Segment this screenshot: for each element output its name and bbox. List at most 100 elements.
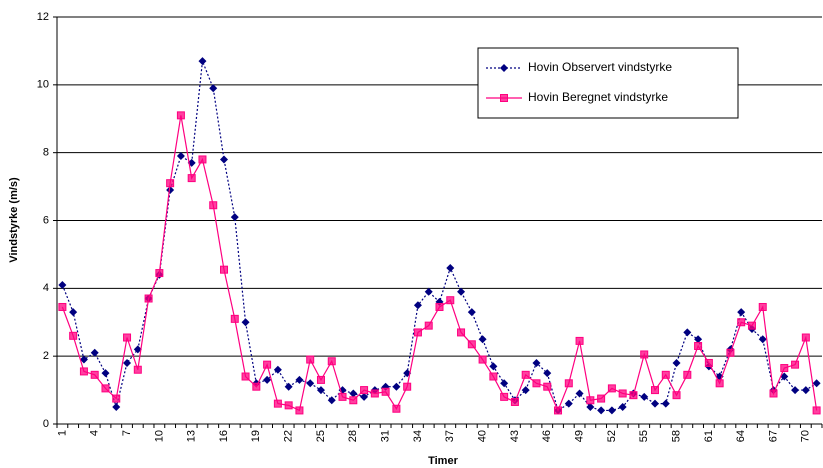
marker: [672, 358, 681, 367]
x-tick-label: 43: [509, 430, 521, 442]
marker: [306, 379, 315, 388]
x-tick-label: 40: [477, 430, 489, 442]
marker: [650, 399, 659, 408]
legend-box: [477, 47, 739, 119]
marker: [176, 152, 185, 161]
x-tick-label: 25: [315, 430, 327, 442]
marker: [694, 341, 703, 350]
marker: [209, 201, 218, 210]
marker: [543, 369, 552, 378]
marker: [737, 308, 746, 317]
marker: [112, 403, 121, 412]
marker: [500, 94, 508, 102]
marker: [801, 386, 810, 395]
marker: [360, 386, 369, 395]
marker: [198, 155, 207, 164]
y-tick-label: 6: [43, 214, 49, 226]
marker: [263, 375, 272, 384]
marker: [349, 389, 358, 398]
marker: [413, 328, 422, 337]
series: [58, 111, 821, 415]
x-tick-label: 70: [800, 430, 812, 442]
marker: [209, 84, 218, 93]
marker: [273, 399, 282, 408]
x-tick-label: 7: [121, 430, 133, 436]
y-tick-label: 0: [43, 418, 49, 430]
marker: [791, 386, 800, 395]
marker: [812, 379, 821, 388]
marker: [467, 340, 476, 349]
marker: [758, 302, 767, 311]
marker: [640, 392, 649, 401]
marker: [58, 302, 67, 311]
x-tick-label: 4: [89, 430, 101, 436]
marker: [812, 406, 821, 415]
marker: [241, 372, 250, 381]
marker: [403, 382, 412, 391]
marker: [532, 358, 541, 367]
marker: [166, 179, 175, 188]
marker: [661, 370, 670, 379]
marker: [338, 392, 347, 401]
marker: [166, 185, 175, 194]
x-tick-label: 1: [56, 430, 68, 436]
marker: [575, 389, 584, 398]
marker: [446, 296, 455, 305]
marker: [791, 360, 800, 369]
marker: [306, 355, 315, 364]
marker: [69, 308, 78, 317]
marker: [780, 364, 789, 373]
marker: [478, 335, 487, 344]
marker: [564, 379, 573, 388]
marker: [446, 263, 455, 272]
marker: [155, 269, 164, 278]
series: [58, 57, 821, 415]
x-tick-label: 64: [735, 430, 747, 442]
marker: [252, 382, 261, 391]
marker: [220, 155, 229, 164]
marker: [500, 392, 509, 401]
marker: [133, 365, 142, 374]
x-tick-label: 46: [541, 430, 553, 442]
marker: [564, 399, 573, 408]
marker: [220, 265, 229, 274]
marker: [726, 348, 735, 357]
x-tick-label: 16: [218, 430, 230, 442]
marker: [521, 370, 530, 379]
marker: [392, 404, 401, 413]
marker: [715, 379, 724, 388]
y-tick-label: 12: [37, 11, 49, 23]
marker: [489, 362, 498, 371]
marker: [112, 394, 121, 403]
x-tick-label: 31: [380, 430, 392, 442]
x-tick-label: 13: [186, 430, 198, 442]
marker: [672, 391, 681, 400]
marker: [457, 287, 466, 296]
x-tick-label: 37: [444, 430, 456, 442]
marker: [510, 397, 519, 406]
marker: [607, 406, 616, 415]
x-tick-label: 61: [703, 430, 715, 442]
marker: [133, 345, 142, 354]
marker: [360, 392, 369, 401]
y-axis-label: Vindstyrke (m/s): [8, 177, 20, 263]
x-axis-label: Timer: [428, 455, 458, 467]
marker: [640, 350, 649, 359]
marker: [144, 294, 153, 303]
marker: [349, 396, 358, 405]
marker: [263, 360, 272, 369]
y-tick-label: 4: [43, 282, 49, 294]
marker: [532, 379, 541, 388]
marker: [123, 333, 132, 342]
marker: [198, 57, 207, 66]
marker: [123, 358, 132, 367]
y-tick-label: 2: [43, 350, 49, 362]
marker: [187, 174, 196, 183]
marker: [241, 318, 250, 327]
marker: [101, 369, 110, 378]
marker: [737, 318, 746, 327]
marker: [230, 314, 239, 323]
marker: [327, 396, 336, 405]
marker: [543, 382, 552, 391]
x-tick-label: 67: [767, 430, 779, 442]
